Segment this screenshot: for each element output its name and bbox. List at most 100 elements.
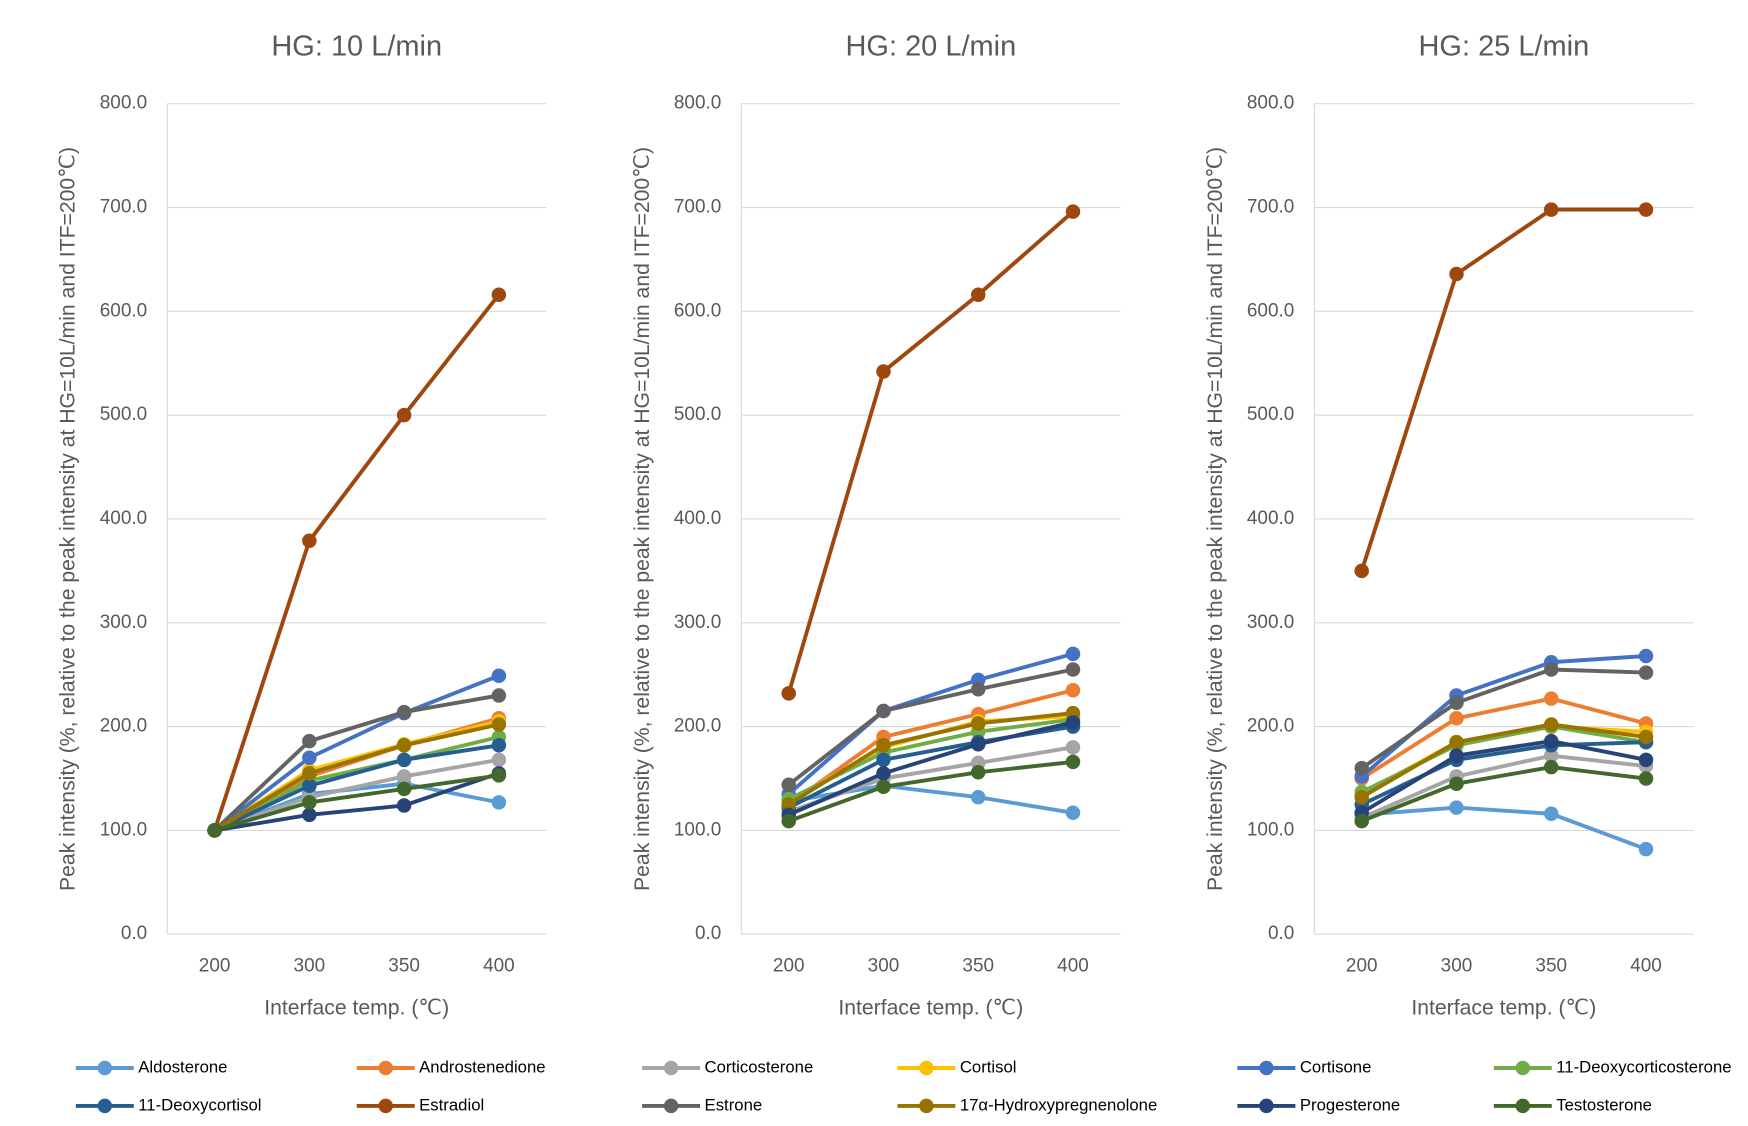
data-point — [1638, 729, 1654, 745]
legend-item: Corticosterone — [642, 1057, 813, 1076]
y-axis-label: Peak intensity (%, relative to the peak … — [1204, 147, 1227, 891]
legend-swatch-marker — [1515, 1060, 1531, 1076]
data-point — [1449, 800, 1464, 815]
series-line — [787, 711, 1074, 807]
y-tick-label: 600.0 — [1247, 300, 1294, 321]
series-line — [213, 743, 500, 833]
x-tick-label: 350 — [962, 956, 994, 977]
data-point — [396, 407, 412, 423]
legend-swatch-marker — [97, 1098, 113, 1114]
data-point — [1065, 662, 1081, 677]
data-point — [1543, 733, 1559, 749]
data-point — [396, 798, 412, 813]
data-point — [1449, 734, 1464, 750]
x-tick-label: 400 — [1630, 956, 1662, 977]
series-line — [1361, 805, 1647, 851]
legend-label: Cortisol — [960, 1057, 1017, 1076]
x-tick-label: 400 — [1057, 956, 1089, 977]
series-line — [212, 293, 501, 832]
chart-title: HG: 20 L/min — [846, 31, 1017, 63]
x-axis-label: Interface temp. (℃) — [1411, 997, 1596, 1020]
y-tick-label: 500.0 — [674, 404, 721, 425]
data-point — [1638, 752, 1654, 768]
legend-label: Corticosterone — [705, 1057, 814, 1076]
series-line — [786, 210, 1075, 694]
series-line — [1360, 696, 1647, 781]
data-point — [876, 779, 891, 795]
legend-label: Estradiol — [419, 1095, 484, 1114]
data-point — [1065, 715, 1081, 730]
y-tick-label: 400.0 — [100, 508, 147, 529]
legend-label: Cortisone — [1300, 1057, 1372, 1076]
data-point — [1354, 813, 1369, 829]
series-line — [1361, 765, 1647, 823]
data-point — [970, 681, 986, 697]
data-point — [1638, 771, 1654, 786]
series-line — [213, 735, 500, 833]
data-point — [1065, 204, 1081, 219]
y-axis-label: Peak intensity (%, relative to the peak … — [631, 147, 654, 891]
legend-label: Aldosterone — [138, 1057, 227, 1076]
series-line — [1360, 654, 1647, 778]
data-point — [396, 781, 412, 797]
y-tick-label: 500.0 — [100, 404, 147, 425]
y-tick-label: 600.0 — [100, 300, 147, 321]
x-tick-label: 200 — [1346, 956, 1378, 977]
legend-label: Estrone — [705, 1095, 763, 1114]
data-point — [1543, 717, 1559, 732]
x-tick-label: 300 — [294, 956, 326, 977]
series-line — [1359, 207, 1646, 572]
series-line — [1360, 739, 1647, 815]
x-tick-label: 350 — [1535, 956, 1567, 977]
legend-item: 11-Deoxycorticosterone — [1493, 1057, 1732, 1076]
data-point — [1543, 806, 1559, 822]
data-point — [491, 738, 507, 753]
data-point — [1543, 748, 1559, 763]
data-point — [1065, 646, 1081, 662]
y-tick-label: 400.0 — [1247, 508, 1294, 529]
legend-swatch-marker — [919, 1060, 934, 1076]
y-tick-label: 0.0 — [1268, 923, 1294, 944]
data-point — [876, 703, 891, 719]
data-point — [491, 768, 507, 783]
data-point — [781, 797, 796, 812]
y-tick-label: 800.0 — [1247, 93, 1294, 114]
y-tick-label: 400.0 — [674, 508, 721, 529]
x-tick-label: 350 — [388, 956, 420, 977]
x-tick-label: 200 — [199, 956, 231, 977]
data-point — [1449, 711, 1464, 726]
x-axis-label: Interface temp. (℃) — [264, 997, 449, 1020]
legend-label: Androstenedione — [419, 1057, 545, 1076]
legend-item: 11-Deoxycortisol — [75, 1095, 262, 1114]
legend-item: 17α-Hydroxypregnenolone — [897, 1095, 1157, 1114]
data-point — [1638, 841, 1654, 857]
legend-swatch-marker — [663, 1098, 679, 1114]
data-point — [876, 738, 891, 753]
x-tick-label: 200 — [773, 956, 805, 977]
legend-label: Progesterone — [1300, 1095, 1400, 1114]
data-point — [1638, 202, 1654, 217]
series-line — [213, 757, 500, 833]
data-point — [396, 738, 412, 753]
y-tick-label: 200.0 — [674, 716, 721, 737]
y-tick-label: 800.0 — [674, 93, 721, 114]
data-point — [302, 795, 317, 810]
legend-item: Cortisol — [897, 1057, 1017, 1076]
data-point — [1449, 776, 1464, 791]
data-point — [1354, 760, 1369, 776]
data-point — [302, 766, 317, 781]
data-point — [396, 752, 412, 768]
data-point — [970, 765, 986, 780]
data-point — [302, 778, 317, 794]
legend-item: Aldosterone — [75, 1057, 227, 1076]
data-point — [491, 752, 507, 768]
series-line — [787, 652, 1074, 796]
legend-swatch-marker — [1515, 1098, 1531, 1114]
data-point — [1638, 648, 1654, 664]
y-tick-label: 700.0 — [674, 197, 721, 218]
legend-item: Estradiol — [356, 1095, 484, 1114]
legend-swatch-marker — [919, 1098, 934, 1114]
data-point — [491, 688, 507, 703]
series-line — [1360, 722, 1647, 799]
